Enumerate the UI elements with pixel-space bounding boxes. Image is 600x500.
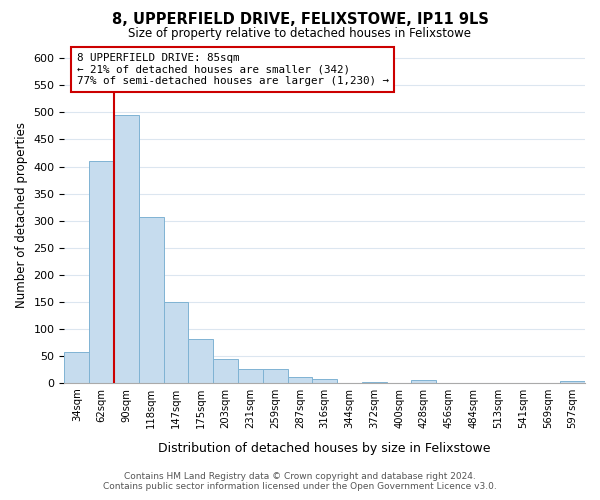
Text: Size of property relative to detached houses in Felixstowe: Size of property relative to detached ho… (128, 28, 472, 40)
Bar (114, 115, 139, 383)
Bar (89, 161, 114, 383)
Bar (238, 370, 263, 383)
Bar (139, 217, 164, 383)
Text: Contains HM Land Registry data © Crown copyright and database right 2024.
Contai: Contains HM Land Registry data © Crown c… (103, 472, 497, 491)
Text: 8, UPPERFIELD DRIVE, FELIXSTOWE, IP11 9LS: 8, UPPERFIELD DRIVE, FELIXSTOWE, IP11 9L… (112, 12, 488, 28)
Bar (213, 359, 238, 383)
Bar (412, 380, 436, 383)
Bar (188, 338, 213, 383)
Bar (313, 378, 337, 383)
Bar (64, 352, 89, 383)
Bar (263, 370, 287, 383)
Bar (362, 382, 386, 383)
Bar (164, 302, 188, 383)
X-axis label: Distribution of detached houses by size in Felixstowe: Distribution of detached houses by size … (158, 442, 491, 455)
Y-axis label: Number of detached properties: Number of detached properties (15, 122, 28, 308)
Text: 8 UPPERFIELD DRIVE: 85sqm
← 21% of detached houses are smaller (342)
77% of semi: 8 UPPERFIELD DRIVE: 85sqm ← 21% of detac… (77, 53, 389, 86)
Bar (287, 378, 313, 383)
Bar (560, 380, 585, 383)
